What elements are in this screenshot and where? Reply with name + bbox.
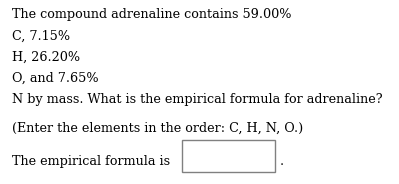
Text: The empirical formula is: The empirical formula is bbox=[12, 155, 170, 169]
Text: (Enter the elements in the order: C, H, N, O.): (Enter the elements in the order: C, H, … bbox=[12, 121, 303, 135]
Text: O, and 7.65%: O, and 7.65% bbox=[12, 72, 99, 85]
Bar bbox=[182, 140, 275, 172]
Text: The compound adrenaline contains 59.00%: The compound adrenaline contains 59.00% bbox=[12, 8, 292, 21]
Text: C, 7.15%: C, 7.15% bbox=[12, 29, 70, 43]
Text: .: . bbox=[279, 155, 283, 169]
Text: N by mass. What is the empirical formula for adrenaline?: N by mass. What is the empirical formula… bbox=[12, 93, 383, 106]
Text: H, 26.20%: H, 26.20% bbox=[12, 51, 80, 64]
